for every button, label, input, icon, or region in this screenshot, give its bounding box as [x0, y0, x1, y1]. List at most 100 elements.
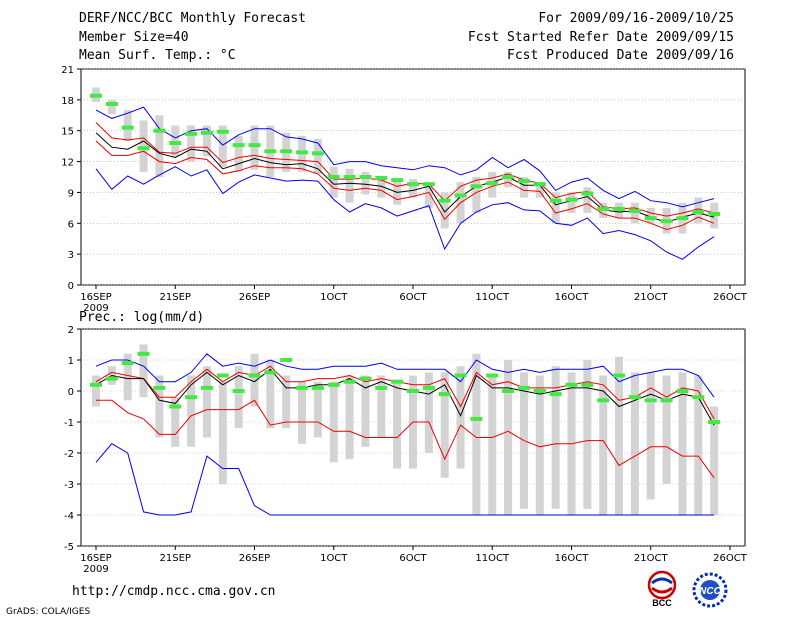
ensemble-box [583, 187, 592, 213]
ensemble-box [646, 372, 655, 500]
x-tick-year-label: 2009 [83, 564, 108, 575]
y-tick-label: -2 [64, 449, 74, 460]
ensemble-box [218, 381, 227, 484]
observed-marker [628, 208, 641, 213]
variable-label-temperature: Mean Surf. Temp.: °C [79, 48, 236, 63]
observed-marker [533, 182, 546, 187]
ensemble-box [535, 182, 544, 198]
website-link[interactable]: http://cmdp.ncc.cma.gov.cn [72, 584, 276, 599]
chart-panel-2: -5 -4 -3 -2 -1 0 1 2 16SEP 21SEP 26SEP 1OCT 6OCT 11OC… [64, 325, 748, 575]
observed-marker [692, 209, 705, 214]
ensemble-box [345, 168, 354, 203]
ensemble-box [583, 360, 592, 509]
series-min-line [95, 443, 715, 516]
observed-marker [121, 125, 134, 130]
ensemble-box [329, 381, 338, 463]
observed-marker [438, 392, 451, 397]
x-tick-label: 6OCT [399, 292, 427, 303]
y-tick-label: 0 [68, 281, 74, 292]
x-tick-label: 11OCT [475, 292, 510, 303]
observed-marker [470, 416, 483, 421]
x-tick-label: 26OCT [713, 553, 748, 564]
observed-marker [644, 216, 657, 221]
observed-marker [597, 398, 610, 403]
ensemble-box [202, 125, 211, 157]
ensemble-box [504, 171, 513, 188]
ensemble-box [646, 207, 655, 224]
ensemble-box [456, 366, 465, 469]
ensemble-box [139, 344, 148, 398]
ensemble-box [139, 120, 148, 172]
observed-marker [517, 179, 530, 184]
observed-marker [232, 389, 245, 393]
observed-marker [486, 373, 499, 378]
observed-marker [248, 373, 261, 378]
y-tick-label: 15 [61, 127, 74, 138]
ensemble-box [187, 375, 196, 447]
y-tick-label: 6 [68, 219, 74, 230]
observed-marker [185, 395, 198, 400]
ensemble-box [345, 375, 354, 460]
ensemble-box [155, 115, 164, 177]
ensemble-box [393, 182, 402, 205]
observed-marker [105, 376, 118, 381]
observed-marker [200, 130, 213, 135]
observed-marker [644, 398, 657, 403]
observed-marker [676, 389, 689, 393]
ensemble-box [440, 192, 449, 229]
observed-marker [391, 178, 404, 183]
observed-marker [549, 198, 562, 203]
observed-marker [169, 141, 182, 146]
observed-marker [692, 395, 705, 400]
y-tick-label: 18 [61, 96, 74, 107]
observed-marker [407, 389, 419, 393]
forecast-produced-date: Fcst Produced Date 2009/09/16 [507, 48, 734, 63]
ensemble-box [234, 135, 243, 172]
observed-marker [581, 382, 594, 387]
observed-marker [90, 382, 102, 387]
x-tick-label: 21SEP [160, 292, 191, 303]
forecast-started-date: Fcst Started Refer Date 2009/09/15 [467, 30, 734, 45]
ensemble-box [551, 192, 560, 224]
ensemble-box [424, 372, 433, 453]
ensemble-box [123, 353, 132, 401]
x-tick-label: 21OCT [634, 553, 669, 564]
observed-marker [375, 385, 388, 390]
series-upper-line [95, 365, 715, 420]
series-lower-line [96, 399, 715, 479]
observed-marker [121, 361, 134, 366]
ensemble-box [567, 192, 576, 213]
ensemble-box [519, 177, 528, 198]
y-tick-label: -3 [64, 480, 74, 491]
series-max-line [95, 106, 715, 208]
ensemble-box [298, 381, 307, 444]
observed-marker [311, 151, 324, 156]
observed-marker [90, 93, 102, 98]
observed-marker [549, 392, 562, 397]
ensemble-box [630, 372, 639, 515]
forecast-period: For 2009/09/16-2009/10/25 [538, 11, 734, 26]
observed-marker [407, 182, 419, 187]
ensemble-box [361, 171, 370, 195]
observed-marker [264, 370, 277, 375]
ensemble-box [472, 177, 481, 213]
chart-title: DERF/NCC/BCC Monthly Forecast [79, 11, 306, 26]
y-tick-label: 0 [68, 387, 74, 398]
ensemble-box [599, 375, 608, 515]
ensemble-box [107, 99, 116, 115]
ensemble-box [282, 375, 291, 429]
observed-marker [185, 131, 198, 136]
y-tick-label: 9 [68, 188, 74, 199]
observed-marker [343, 175, 356, 179]
x-tick-year-label: 2009 [83, 303, 108, 314]
observed-marker [248, 143, 261, 148]
observed-marker [359, 376, 372, 381]
observed-marker [375, 176, 388, 181]
observed-marker [660, 398, 673, 403]
observed-marker [264, 149, 277, 154]
observed-marker [153, 385, 166, 390]
ensemble-box [440, 372, 449, 478]
ensemble-box [234, 366, 243, 429]
observed-marker [169, 404, 182, 409]
ncc-logo-text: NCC [699, 586, 721, 597]
